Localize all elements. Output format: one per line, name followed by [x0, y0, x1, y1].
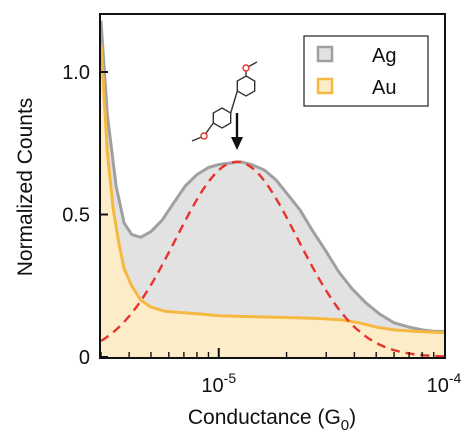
biphenyl-bond	[230, 90, 238, 114]
upper-oxygen-atom	[242, 64, 250, 72]
y-tick-label: 0	[79, 347, 90, 369]
legend-label-ag: Ag	[372, 45, 396, 67]
legend-swatch-ag	[316, 45, 334, 63]
x-axis-label-main: Conductance (G	[188, 406, 341, 429]
area-au	[101, 43, 444, 357]
series-line-au	[99, 43, 445, 335]
series-line-ag	[99, 20, 444, 333]
series-lines	[99, 20, 445, 358]
benzene-ring-upper	[236, 75, 256, 97]
legend: Ag Au	[303, 35, 429, 107]
area-fills	[101, 20, 444, 357]
plot-frame	[99, 13, 446, 359]
peak-arrow-icon	[231, 113, 243, 150]
lower-oxygen-atom	[200, 132, 208, 140]
molecule-structure-icon	[191, 61, 258, 142]
legend-label-au: Au	[372, 77, 396, 99]
legend-swatch-au	[316, 77, 334, 95]
x-tick-label: 10-5	[201, 370, 236, 397]
benzene-ring-lower	[212, 107, 232, 129]
series-line-fit	[100, 160, 445, 358]
y-axis-label: Normalized Counts	[14, 98, 37, 277]
x-axis-label-subscript: 0	[341, 417, 349, 434]
y-tick-label: 0.5	[62, 205, 90, 227]
y-tick-label: 1.0	[62, 62, 90, 84]
x-axis-label: Conductance (G0)	[188, 406, 356, 434]
x-tick-label: 10-4	[427, 370, 462, 397]
x-axis-label-end: )	[349, 406, 356, 429]
x-axis-ticks: 10-5 10-4	[100, 348, 462, 397]
area-ag	[101, 20, 444, 357]
